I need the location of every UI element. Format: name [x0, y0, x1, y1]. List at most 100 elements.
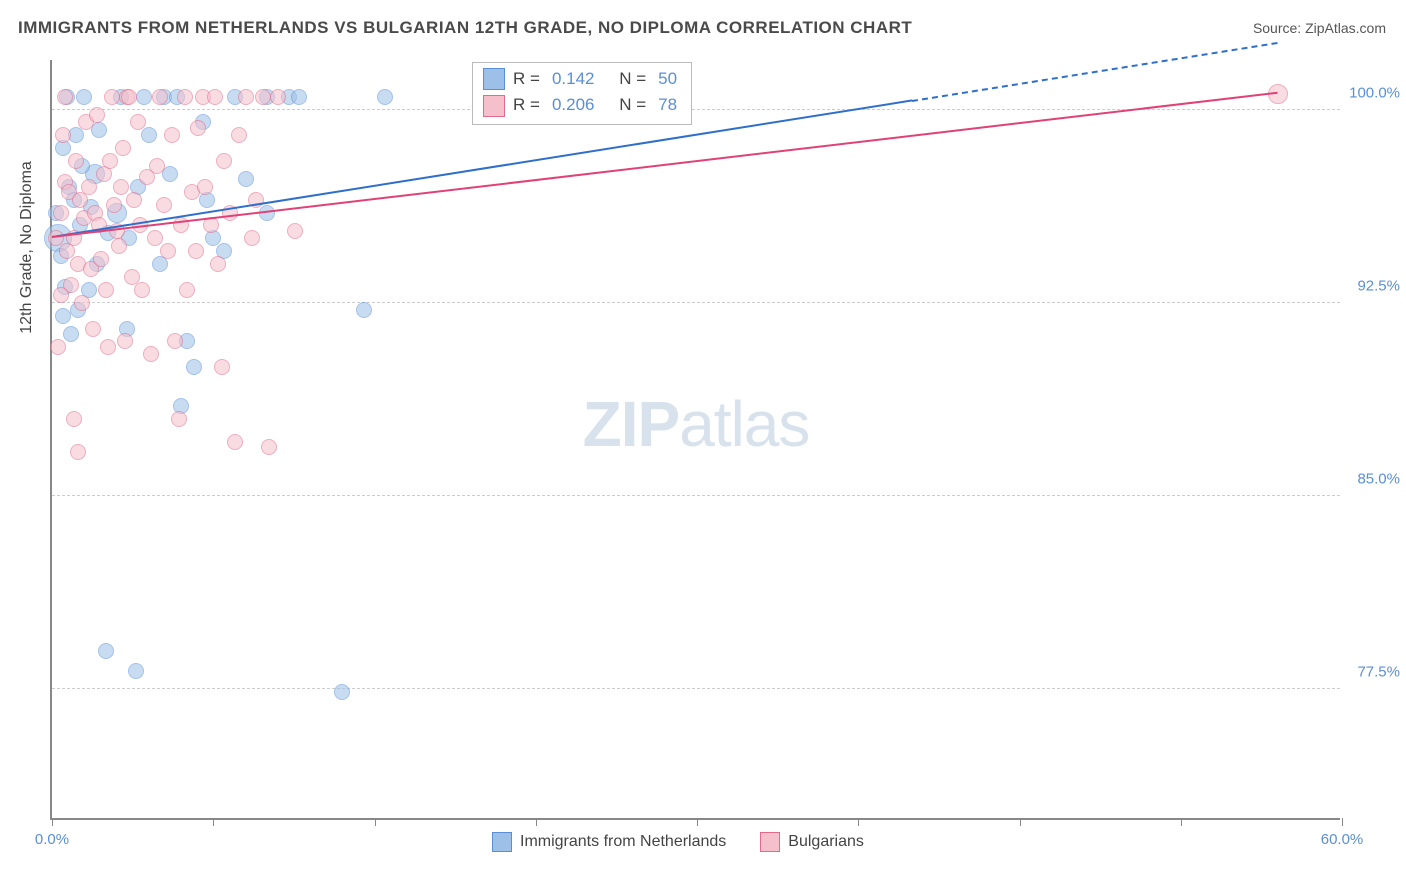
- stat-R-label: R =: [513, 66, 540, 92]
- scatter-point: [50, 339, 66, 355]
- watermark-atlas: atlas: [679, 388, 809, 460]
- scatter-point: [63, 326, 79, 342]
- scatter-point: [179, 282, 195, 298]
- watermark-zip: ZIP: [583, 388, 680, 460]
- x-tick: [536, 818, 537, 826]
- scatter-point: [238, 171, 254, 187]
- scatter-point: [113, 179, 129, 195]
- scatter-point: [261, 439, 277, 455]
- scatter-point: [117, 333, 133, 349]
- scatter-point: [74, 295, 90, 311]
- scatter-point: [76, 89, 92, 105]
- scatter-point: [216, 153, 232, 169]
- scatter-point: [134, 282, 150, 298]
- scatter-point: [188, 243, 204, 259]
- scatter-point: [93, 251, 109, 267]
- legend-item-1: Bulgarians: [760, 832, 864, 852]
- legend-item-0: Immigrants from Netherlands: [492, 832, 726, 852]
- y-tick-label: 85.0%: [1357, 470, 1400, 487]
- scatter-point: [53, 205, 69, 221]
- scatter-point: [238, 89, 254, 105]
- stat-N-label: N =: [619, 92, 646, 118]
- scatter-point: [210, 256, 226, 272]
- swatch-icon: [483, 68, 505, 90]
- scatter-point: [244, 230, 260, 246]
- y-axis-title: 12th Grade, No Diploma: [18, 161, 36, 334]
- source-citation: Source: ZipAtlas.com: [1253, 20, 1386, 36]
- scatter-point: [141, 127, 157, 143]
- scatter-point: [167, 333, 183, 349]
- y-tick-label: 92.5%: [1357, 277, 1400, 294]
- stat-R-value: 0.206: [552, 92, 595, 118]
- y-tick-label: 100.0%: [1349, 84, 1400, 101]
- scatter-point: [98, 282, 114, 298]
- stat-R-label: R =: [513, 92, 540, 118]
- x-tick-label: 60.0%: [1321, 831, 1364, 848]
- bottom-legend: Immigrants from Netherlands Bulgarians: [492, 832, 864, 852]
- scatter-point: [186, 359, 202, 375]
- plot-area: ZIPatlas 77.5%85.0%92.5%100.0% 0.0%60.0%…: [50, 60, 1340, 820]
- swatch-icon: [492, 832, 512, 852]
- scatter-point: [111, 238, 127, 254]
- scatter-point: [55, 308, 71, 324]
- scatter-point: [177, 89, 193, 105]
- scatter-point: [126, 192, 142, 208]
- scatter-point: [57, 89, 73, 105]
- scatter-point: [152, 89, 168, 105]
- stat-N-value: 50: [658, 66, 677, 92]
- scatter-point: [85, 321, 101, 337]
- scatter-point: [130, 114, 146, 130]
- legend-label: Immigrants from Netherlands: [520, 833, 726, 851]
- scatter-point: [70, 444, 86, 460]
- gridline: [52, 495, 1340, 496]
- scatter-point: [334, 684, 350, 700]
- scatter-point: [231, 127, 247, 143]
- x-tick: [213, 818, 214, 826]
- watermark: ZIPatlas: [583, 387, 810, 461]
- scatter-point: [160, 243, 176, 259]
- scatter-point: [53, 287, 69, 303]
- scatter-point: [287, 223, 303, 239]
- scatter-point: [98, 643, 114, 659]
- scatter-point: [270, 89, 286, 105]
- chart-title: IMMIGRANTS FROM NETHERLANDS VS BULGARIAN…: [18, 18, 912, 38]
- x-tick: [375, 818, 376, 826]
- legend-label: Bulgarians: [788, 833, 864, 851]
- stat-N-label: N =: [619, 66, 646, 92]
- swatch-icon: [760, 832, 780, 852]
- swatch-icon: [483, 95, 505, 117]
- scatter-point: [149, 158, 165, 174]
- scatter-point: [190, 120, 206, 136]
- scatter-point: [68, 153, 84, 169]
- scatter-point: [207, 89, 223, 105]
- scatter-point: [227, 434, 243, 450]
- gridline: [52, 688, 1340, 689]
- scatter-point: [197, 179, 213, 195]
- scatter-point: [106, 197, 122, 213]
- x-tick: [1020, 818, 1021, 826]
- scatter-point: [156, 197, 172, 213]
- scatter-point: [377, 89, 393, 105]
- stat-N-value: 78: [658, 92, 677, 118]
- scatter-point: [171, 411, 187, 427]
- stats-legend-box: R = 0.142 N = 50 R = 0.206 N = 78: [472, 62, 692, 125]
- gridline: [52, 302, 1340, 303]
- scatter-point: [121, 89, 137, 105]
- scatter-point: [81, 179, 97, 195]
- x-tick: [858, 818, 859, 826]
- x-tick: [697, 818, 698, 826]
- stats-row-series-0: R = 0.142 N = 50: [483, 66, 681, 92]
- trend-line-dashed: [912, 42, 1278, 102]
- x-tick: [1342, 818, 1343, 826]
- scatter-point: [164, 127, 180, 143]
- scatter-point: [55, 127, 71, 143]
- scatter-point: [147, 230, 163, 246]
- scatter-point: [89, 107, 105, 123]
- stat-R-value: 0.142: [552, 66, 595, 92]
- scatter-point: [356, 302, 372, 318]
- scatter-point: [143, 346, 159, 362]
- scatter-point: [66, 411, 82, 427]
- scatter-point: [128, 663, 144, 679]
- y-tick-label: 77.5%: [1357, 664, 1400, 681]
- scatter-point: [214, 359, 230, 375]
